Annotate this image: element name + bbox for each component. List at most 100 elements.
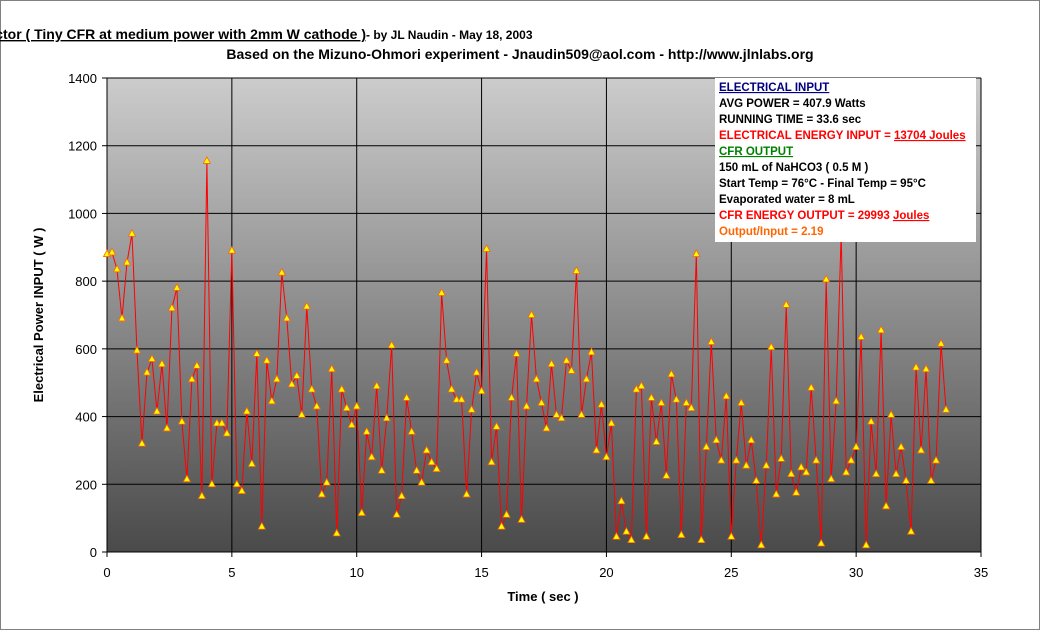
marker — [896, 442, 906, 450]
marker — [642, 531, 651, 540]
marker — [377, 465, 386, 474]
marker — [797, 462, 806, 471]
marker — [807, 382, 816, 391]
marker — [182, 474, 192, 483]
marker — [317, 489, 326, 498]
marker — [402, 393, 411, 401]
marker — [841, 467, 851, 476]
info-line: Start Temp = 76°C - Final Temp = 95°C — [719, 178, 926, 190]
marker — [152, 406, 162, 415]
marker — [477, 386, 486, 395]
marker — [187, 374, 197, 383]
x-tick-label: 15 — [474, 565, 488, 580]
marker — [332, 528, 341, 537]
marker — [582, 374, 591, 383]
marker — [817, 538, 826, 547]
info-line: RUNNING TIME = 33.6 sec — [719, 114, 862, 126]
marker — [307, 384, 316, 393]
marker — [282, 313, 291, 322]
marker — [417, 477, 426, 486]
marker — [597, 399, 606, 408]
marker — [362, 426, 371, 435]
y-tick-label: 0 — [90, 545, 97, 560]
marker — [497, 521, 506, 530]
info-text-part: CFR ENERGY OUTPUT = 29993 — [719, 210, 893, 222]
y-tick-label: 1400 — [68, 71, 97, 86]
info-box — [715, 78, 976, 242]
subtitle: Based on the Mizuno-Ohmori experiment - … — [226, 46, 813, 62]
marker — [482, 244, 491, 252]
marker — [657, 398, 666, 406]
info-text-part: AVG POWER = 407.9 Watts — [719, 98, 866, 110]
marker — [227, 245, 237, 254]
x-tick-label: 5 — [228, 565, 235, 580]
marker — [707, 337, 716, 345]
marker — [507, 393, 516, 401]
marker — [502, 509, 511, 518]
marker — [627, 535, 636, 544]
marker — [517, 514, 526, 523]
marker — [732, 455, 741, 464]
marker — [367, 452, 376, 461]
marker — [437, 288, 446, 296]
marker — [387, 340, 396, 349]
marker — [861, 540, 871, 549]
marker — [457, 394, 466, 403]
marker — [522, 401, 531, 410]
marker — [567, 366, 576, 374]
marker — [412, 465, 421, 474]
marker — [871, 469, 881, 478]
marker — [467, 404, 476, 413]
marker — [931, 455, 941, 464]
marker — [737, 398, 746, 406]
marker — [856, 332, 866, 340]
marker — [552, 410, 561, 418]
info-text-part: Output/Input = 2.19 — [719, 226, 823, 238]
info-text-part: 13704 Joules — [894, 130, 966, 142]
marker — [846, 455, 856, 464]
marker — [157, 359, 167, 367]
info-line: AVG POWER = 407.9 Watts — [719, 98, 866, 110]
marker — [247, 459, 257, 467]
info-text: ELECTRICAL INPUT AVG POWER = 407.9 Watts R… — [719, 82, 966, 238]
marker — [452, 394, 461, 403]
marker — [172, 283, 182, 291]
marker — [542, 423, 551, 432]
marker — [442, 355, 451, 364]
marker — [287, 379, 296, 388]
marker — [427, 457, 436, 466]
info-line: Output/Input = 2.19 — [719, 226, 823, 238]
marker — [926, 476, 936, 484]
marker — [742, 460, 751, 469]
marker — [302, 301, 311, 310]
marker — [827, 474, 836, 483]
info-text-part: Joules — [893, 210, 929, 222]
marker — [941, 404, 951, 413]
marker — [342, 403, 351, 412]
marker — [142, 367, 152, 376]
marker — [787, 469, 796, 478]
marker — [192, 360, 202, 369]
info-text-part: CFR OUTPUT — [719, 146, 793, 158]
marker — [537, 398, 546, 406]
marker — [876, 325, 886, 334]
marker — [822, 274, 831, 283]
marker — [312, 401, 321, 410]
marker — [617, 496, 626, 505]
marker — [792, 487, 801, 496]
x-tick-label: 25 — [724, 565, 738, 580]
marker — [207, 479, 217, 488]
marker — [122, 257, 132, 266]
marker — [936, 338, 946, 347]
marker — [881, 501, 891, 510]
x-tick-label: 20 — [599, 565, 613, 580]
marker — [572, 266, 581, 274]
marker — [687, 403, 696, 412]
marker — [747, 435, 756, 444]
marker — [772, 489, 781, 498]
marker — [866, 416, 876, 425]
marker — [812, 455, 821, 464]
info-text-part: Evaporated water = 8 mL — [719, 194, 855, 206]
marker — [562, 355, 571, 364]
marker — [851, 442, 861, 450]
